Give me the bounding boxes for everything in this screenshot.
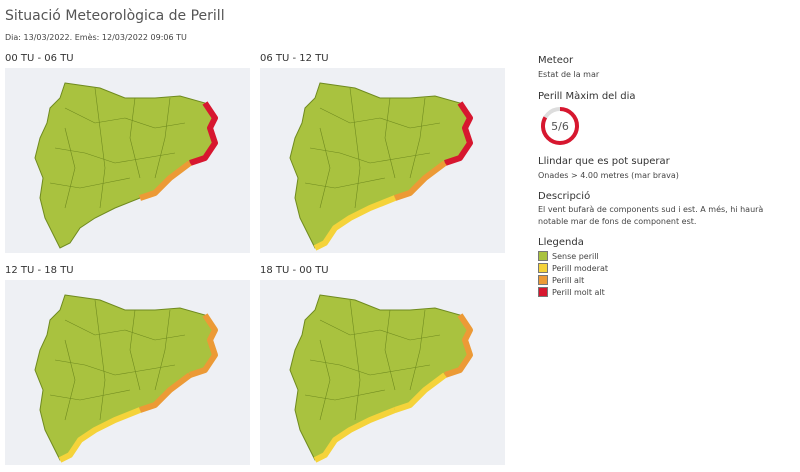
legend-item: Perill moderat (538, 262, 793, 274)
panel-label: 12 TU - 18 TU (5, 265, 74, 276)
coast-warning (139, 372, 192, 413)
legend-label: Perill moderat (552, 263, 608, 273)
swatch (538, 287, 548, 297)
subtitle: Dia: 13/03/2022. Emès: 12/03/2022 09:06 … (5, 33, 187, 42)
swatch (538, 263, 548, 273)
sidebar: Meteor Estat de la mar Perill Màxim del … (538, 55, 793, 298)
heading: Meteor (538, 55, 574, 66)
swatch (538, 275, 548, 285)
text: Estat de la mar (538, 70, 600, 79)
panel-label: 18 TU - 00 TU (260, 265, 329, 276)
legend-item: Perill alt (538, 274, 793, 286)
coast-warning (139, 160, 192, 201)
map-svg (289, 294, 473, 463)
panel-label: 00 TU - 06 TU (5, 53, 74, 64)
map-svg (289, 82, 473, 251)
gauge: 5/6 (541, 107, 579, 145)
title: Situació Meteorològica de Perill (5, 8, 225, 24)
legend-label: Sense perill (552, 251, 599, 261)
map-svg (34, 82, 218, 249)
legend-label: Perill alt (552, 275, 585, 285)
map (260, 280, 505, 465)
coast-warning (313, 407, 397, 463)
legend: Sense perill Perill moderat Perill alt Peri… (538, 250, 793, 298)
map-svg (34, 294, 218, 463)
map (260, 68, 505, 253)
coast-warning (394, 160, 447, 201)
swatch (538, 251, 548, 261)
coast-warning (189, 101, 218, 166)
gauge-label: 5/6 (551, 120, 569, 133)
coast-warning (313, 195, 397, 251)
coast-warning (444, 101, 473, 166)
text: Onades > 4.00 metres (mar brava) (538, 171, 679, 180)
heading: Descripció (538, 191, 591, 202)
legend-label: Perill molt alt (552, 287, 605, 297)
text: El vent bufarà de components sud i est. … (538, 205, 764, 226)
map (5, 280, 250, 465)
gauge-arc (541, 107, 579, 145)
heading: Perill Màxim del dia (538, 91, 636, 102)
heading: Llindar que es pot superar (538, 156, 670, 167)
heading: Llegenda (538, 237, 584, 248)
legend-item: Perill molt alt (538, 286, 793, 298)
map (5, 68, 250, 253)
coast-warning (444, 313, 473, 378)
coast-warning (189, 313, 218, 378)
coast-warning (58, 407, 142, 463)
panel-label: 06 TU - 12 TU (260, 53, 329, 64)
legend-item: Sense perill (538, 250, 793, 262)
coast-warning (394, 372, 447, 413)
